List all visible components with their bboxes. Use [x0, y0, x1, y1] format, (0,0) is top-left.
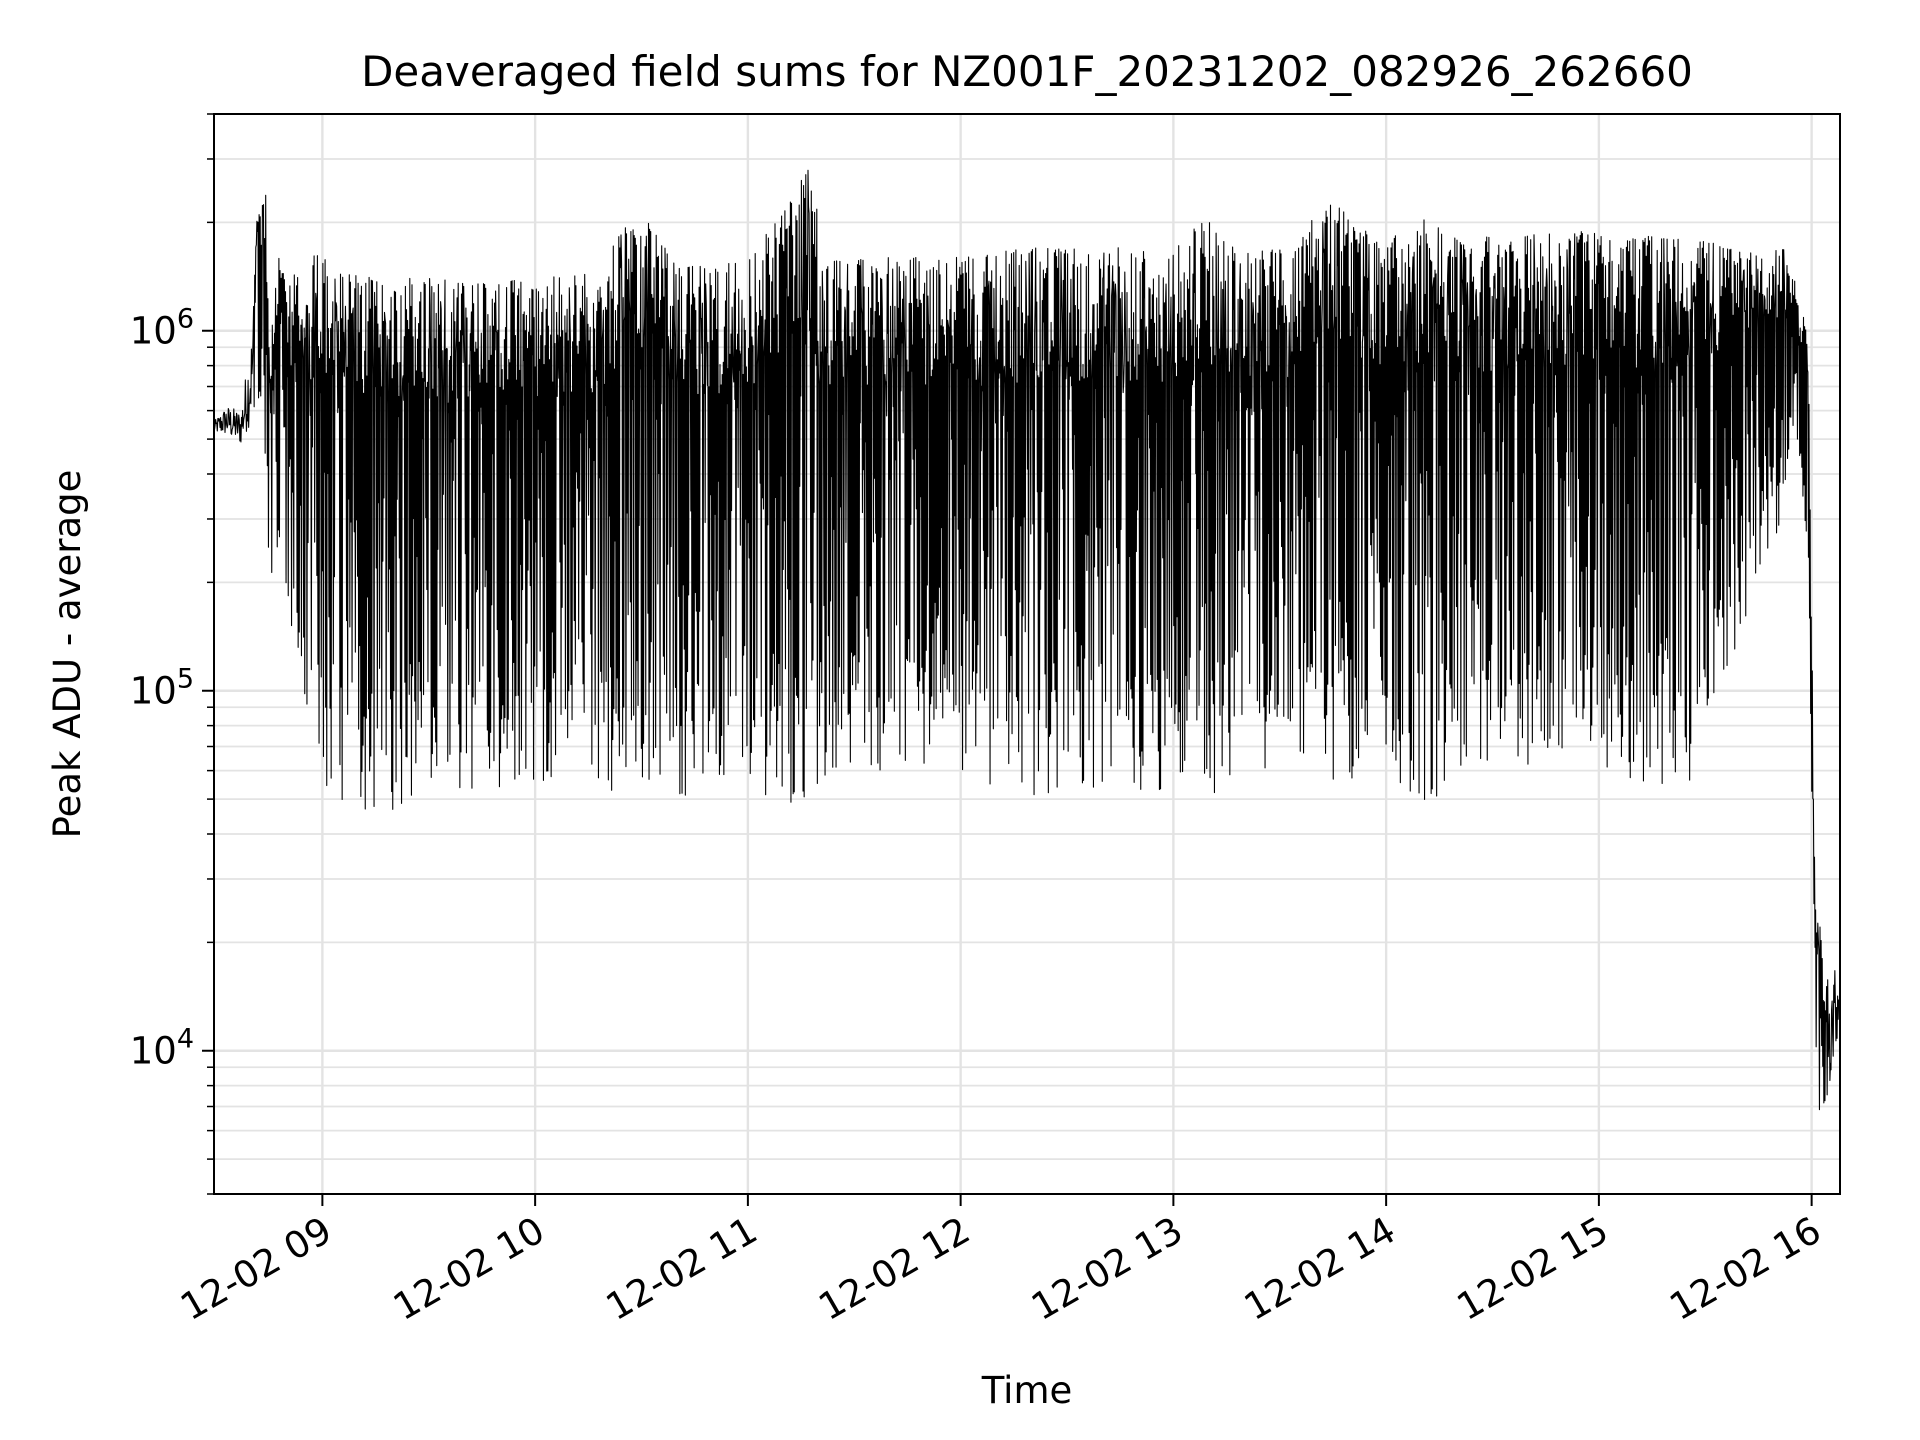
y-tick-label: 104: [130, 1024, 194, 1073]
y-tick-label: 105: [130, 664, 194, 713]
plot-frame: [213, 113, 1841, 1195]
y-axis: 104 105 106: [130, 113, 214, 1195]
chart-title: Deaveraged field sums for NZ001F_2023120…: [361, 47, 1693, 96]
series-line: [214, 169, 1840, 1111]
y-axis-label: Peak ADU - average: [46, 470, 89, 839]
x-axis-label: Time: [981, 1369, 1073, 1412]
y-tick-label: 106: [130, 304, 194, 353]
series-group: [214, 169, 1840, 1111]
